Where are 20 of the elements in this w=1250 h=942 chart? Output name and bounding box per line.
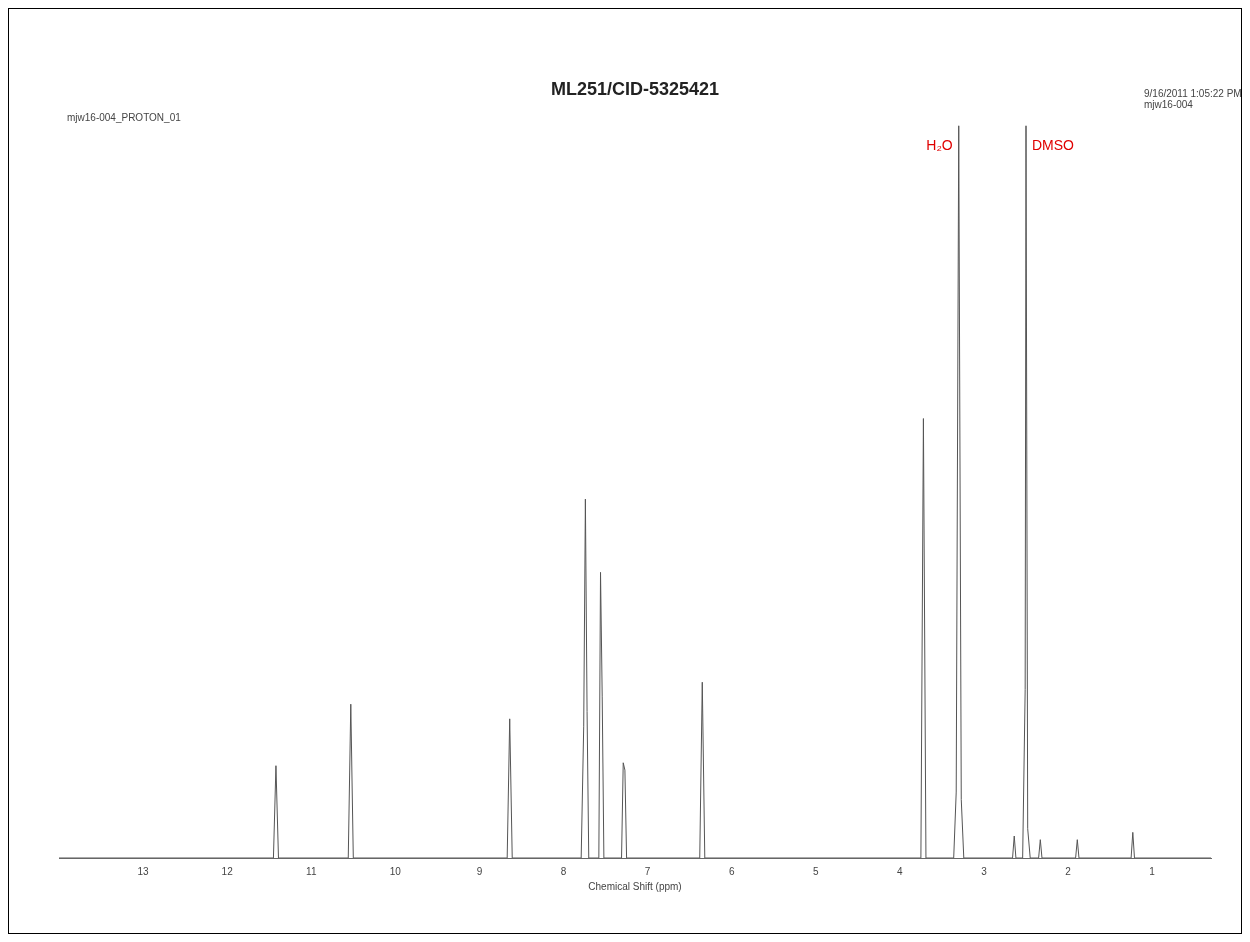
x-tick-label: 8 <box>560 865 567 877</box>
x-tick-label: 1 <box>1149 865 1156 877</box>
x-tick-label: 6 <box>728 865 735 877</box>
x-tick-label: 3 <box>981 865 988 877</box>
x-axis-title: Chemical Shift (ppm) <box>588 880 682 892</box>
chart-title: ML251/CID-5325421 <box>550 78 720 99</box>
text: 9/16/2011 1:05:22 PM <box>1144 88 1242 99</box>
x-tick-label: 10 <box>389 865 402 877</box>
x-tick-label: 9 <box>476 865 483 877</box>
text: mjw16-004 <box>1144 99 1194 110</box>
x-tick-label: 4 <box>897 865 904 877</box>
text: mjw16-004_PROTON_01 <box>67 112 182 123</box>
annotation: DMSO <box>1032 136 1075 153</box>
annotation: H₂O <box>926 136 953 153</box>
x-tick-label: 11 <box>306 865 317 877</box>
x-tick-label: 2 <box>1065 865 1072 877</box>
x-tick-label: 12 <box>221 865 234 877</box>
x-tick-label: 13 <box>137 865 150 877</box>
x-tick-label: 7 <box>644 865 651 877</box>
x-tick-label: 5 <box>813 865 820 877</box>
